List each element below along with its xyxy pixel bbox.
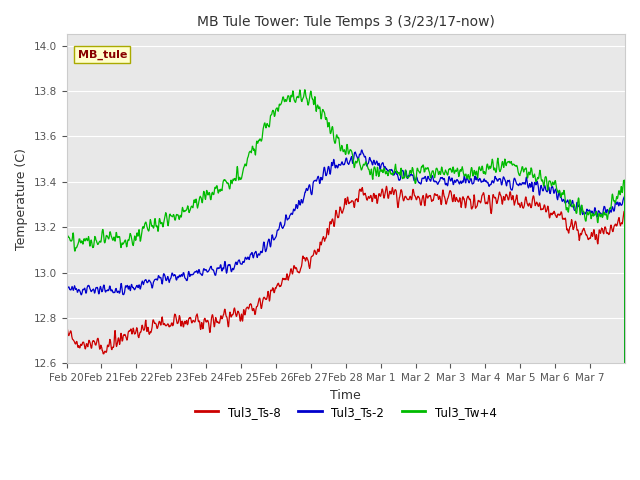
Y-axis label: Temperature (C): Temperature (C)	[15, 148, 28, 250]
Tul3_Tw+4	[73, 244, 81, 250]
Text: MB_tule: MB_tule	[77, 49, 127, 60]
Tul3_Ts-8	[448, 193, 456, 199]
Line: Tul3_Ts-2: Tul3_Ts-2	[67, 150, 625, 480]
Tul3_Ts-8	[383, 183, 390, 189]
Legend: Tul3_Ts-8, Tul3_Ts-2, Tul3_Tw+4: Tul3_Ts-8, Tul3_Ts-2, Tul3_Tw+4	[190, 401, 502, 423]
Tul3_Tw+4	[586, 209, 593, 215]
Tul3_Tw+4	[316, 104, 323, 110]
Tul3_Tw+4	[301, 87, 308, 93]
Tul3_Ts-2	[586, 207, 593, 213]
Tul3_Ts-8	[316, 249, 323, 254]
Tul3_Ts-8	[163, 323, 170, 329]
Tul3_Tw+4	[349, 152, 356, 158]
Tul3_Ts-2	[448, 175, 456, 181]
Tul3_Ts-2	[316, 176, 323, 182]
Tul3_Ts-2	[73, 288, 81, 293]
Tul3_Ts-2	[348, 158, 356, 164]
Title: MB Tule Tower: Tule Temps 3 (3/23/17-now): MB Tule Tower: Tule Temps 3 (3/23/17-now…	[197, 15, 495, 29]
Tul3_Ts-2	[358, 147, 365, 153]
Tul3_Ts-8	[73, 339, 81, 345]
X-axis label: Time: Time	[330, 389, 361, 402]
Tul3_Ts-2	[163, 277, 170, 283]
Tul3_Ts-8	[348, 198, 356, 204]
Tul3_Ts-8	[586, 235, 593, 241]
Line: Tul3_Ts-8: Tul3_Ts-8	[67, 186, 625, 480]
Line: Tul3_Tw+4: Tul3_Tw+4	[67, 90, 625, 480]
Tul3_Tw+4	[448, 169, 456, 175]
Tul3_Tw+4	[163, 212, 170, 217]
